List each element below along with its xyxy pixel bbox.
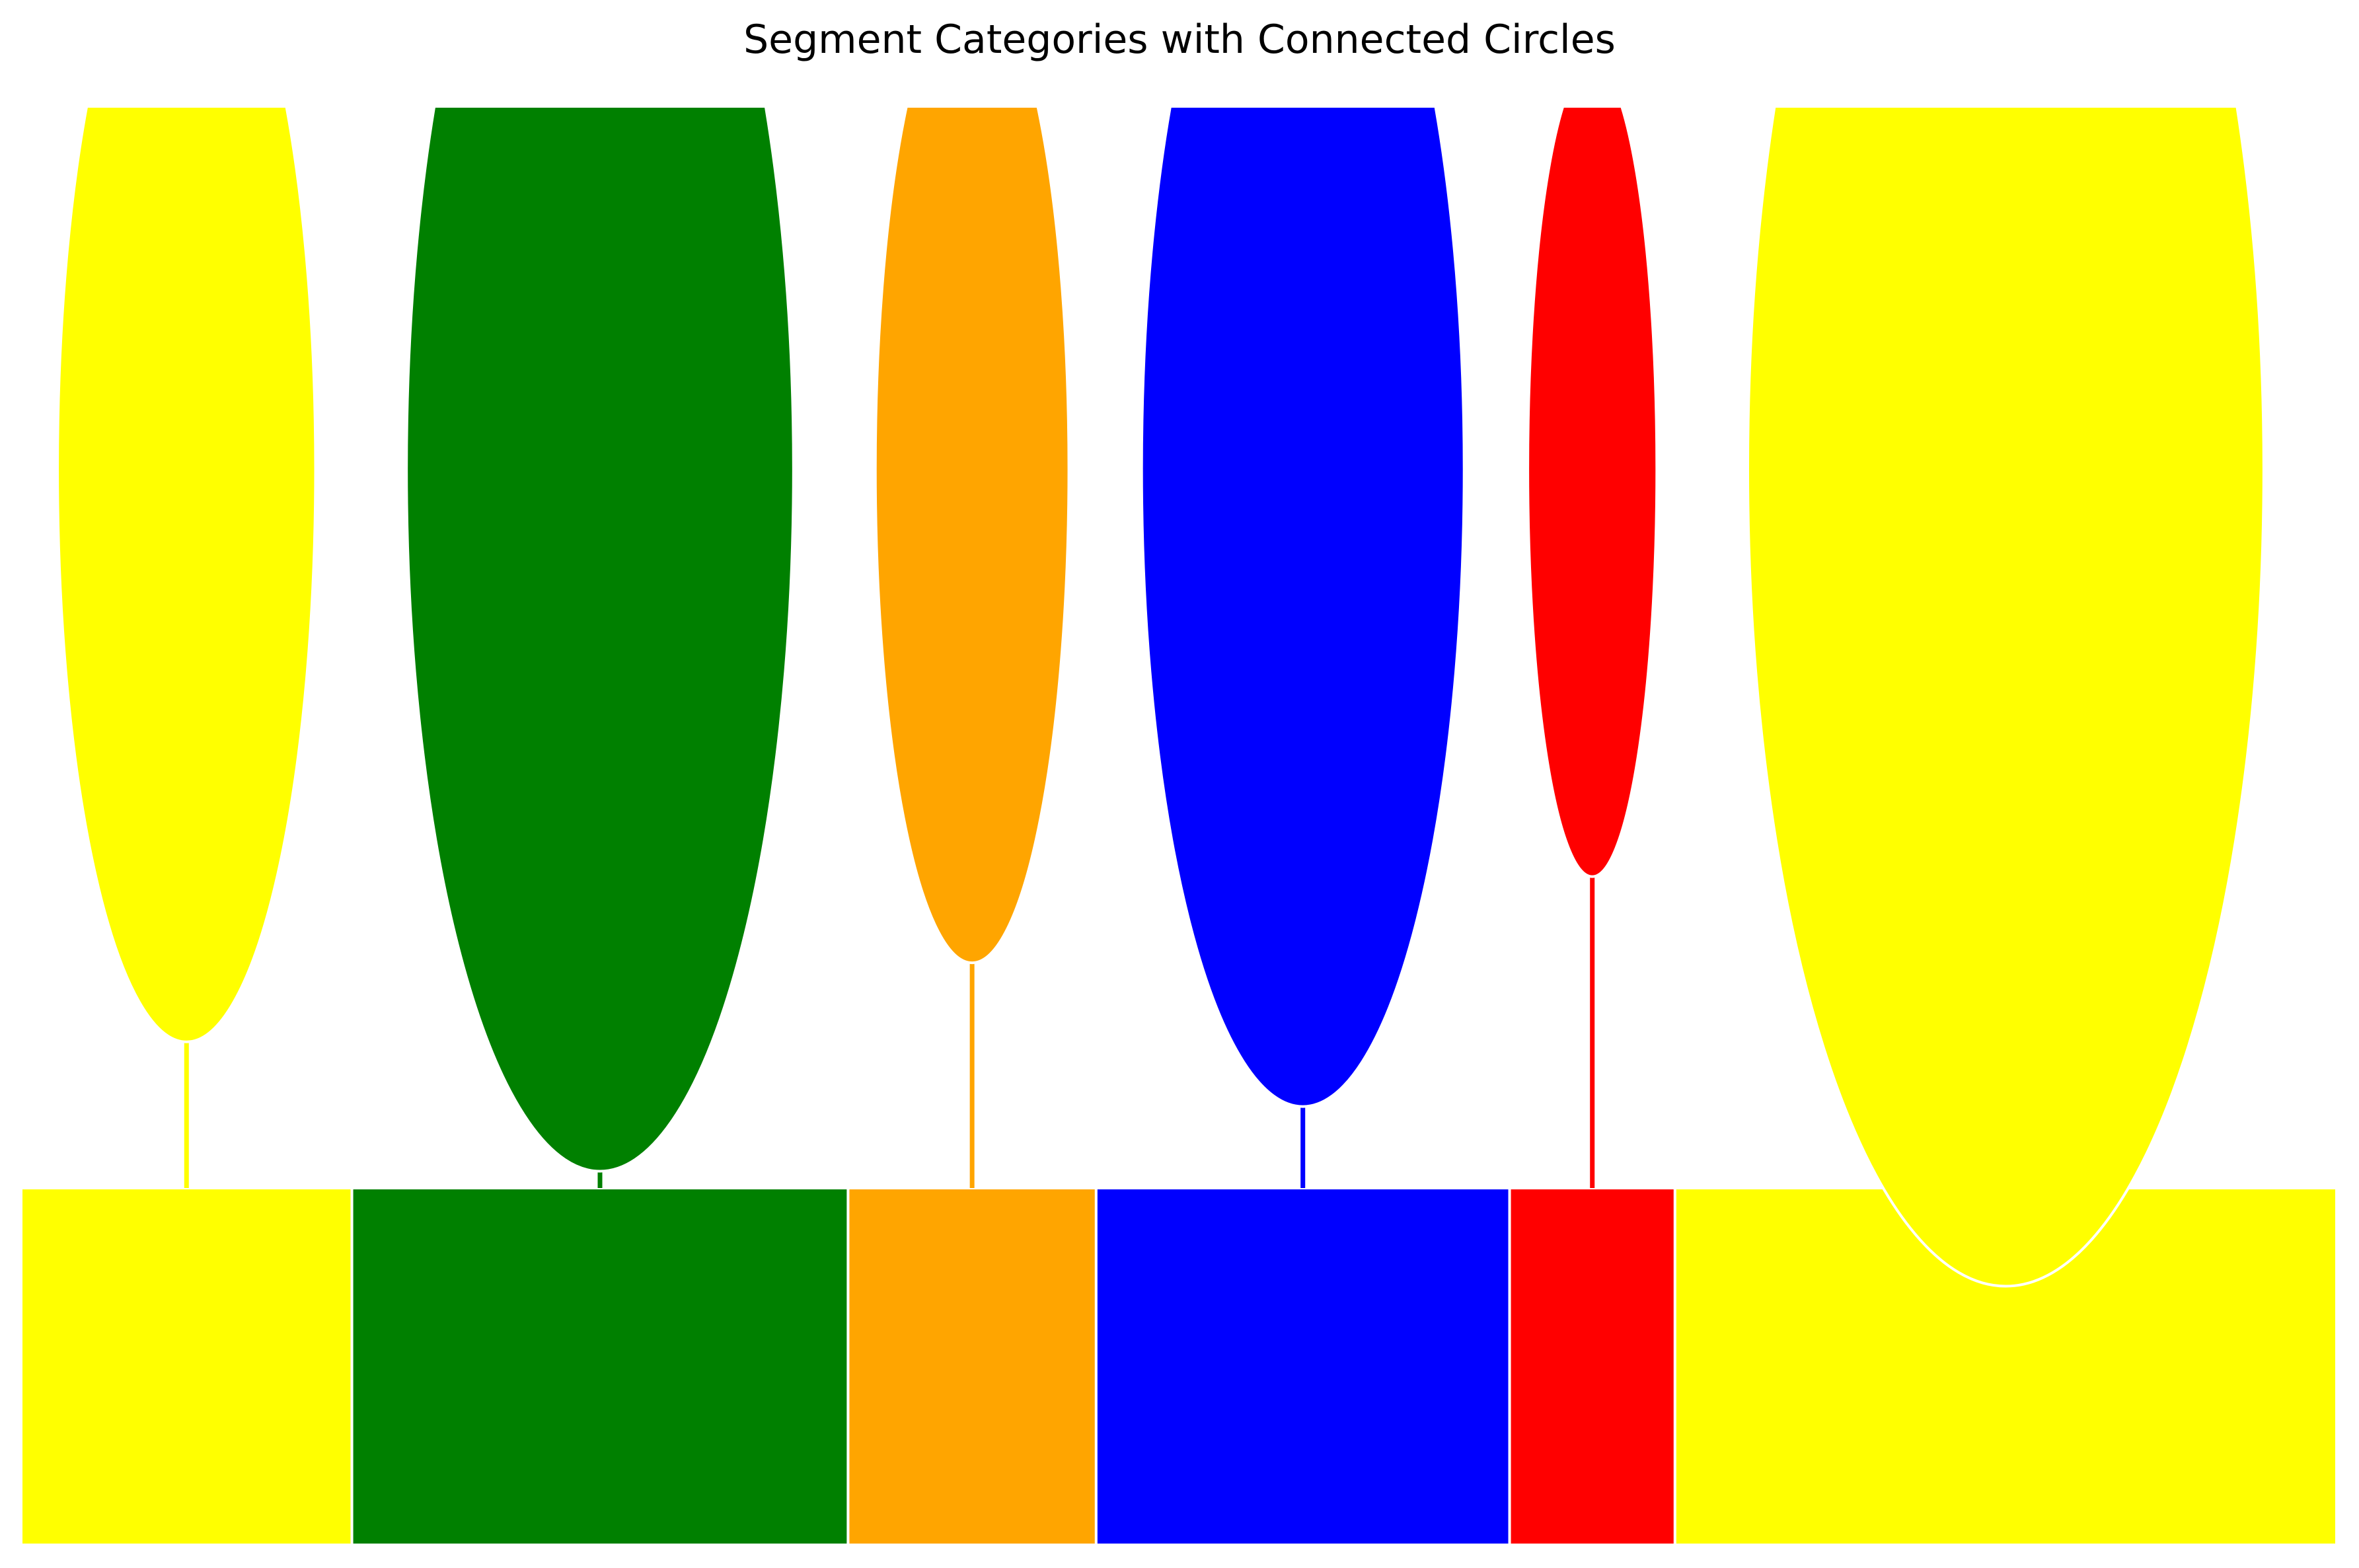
segment-circle-2 — [405, 108, 795, 1173]
segment-circle-3 — [874, 108, 1070, 964]
chart-title: Segment Categories with Connected Circle… — [743, 17, 1616, 63]
segment-bar-2 — [350, 1187, 850, 1546]
segment-bar-1 — [20, 1187, 354, 1546]
segment-bars — [20, 1187, 2339, 1546]
segment-circle-5 — [1526, 108, 1659, 878]
segment-circle-4 — [1140, 108, 1466, 1108]
segment-circles — [56, 108, 2265, 1288]
segment-bar-3 — [846, 1187, 1098, 1546]
segment-circle-1 — [56, 108, 317, 1043]
segment-circle-6 — [1746, 108, 2265, 1288]
segment-bar-4 — [1094, 1187, 1511, 1546]
segment-bar-5 — [1508, 1187, 1676, 1546]
connector-lines — [184, 876, 1595, 1188]
